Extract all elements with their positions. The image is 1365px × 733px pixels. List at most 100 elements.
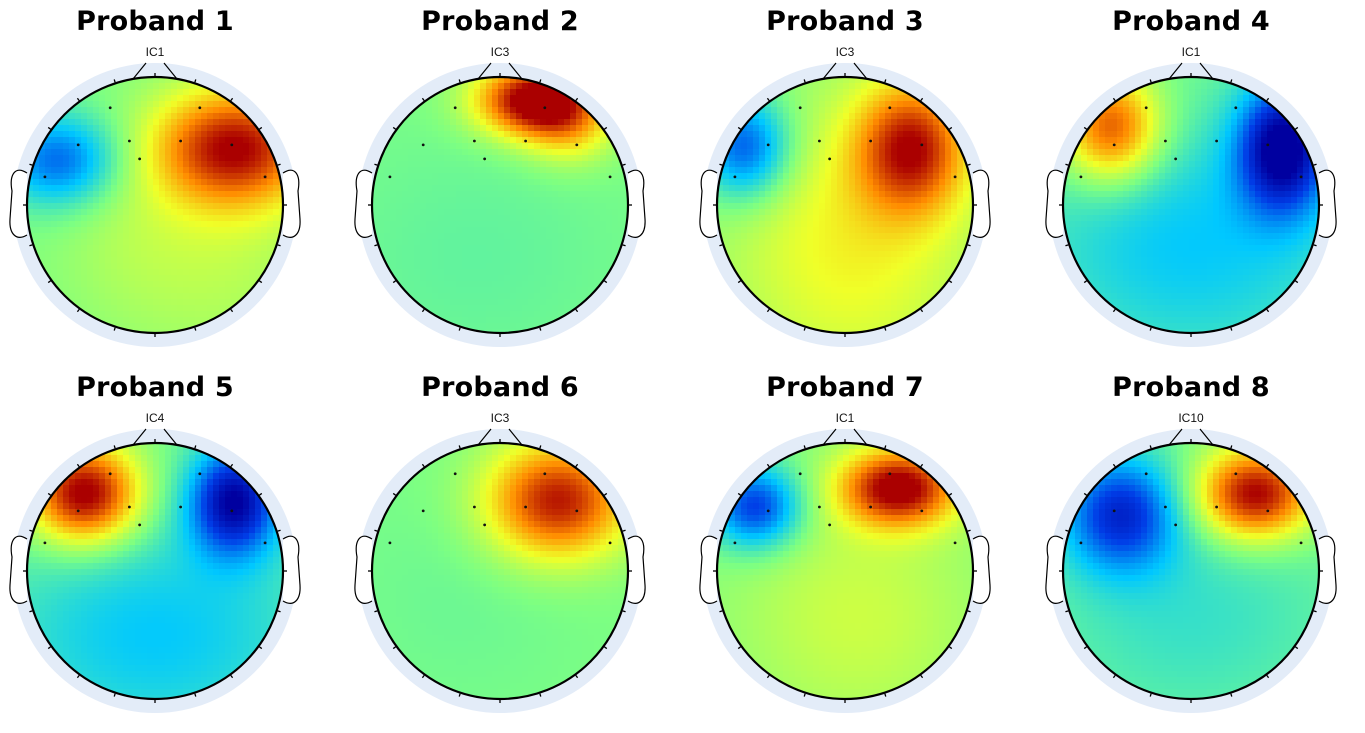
rim-tick (458, 693, 461, 697)
nose (822, 62, 868, 80)
rim-tick (539, 327, 542, 331)
rim-tick (76, 674, 80, 679)
rim-tick (1294, 492, 1299, 496)
panel-title: Proband 1 (76, 6, 234, 37)
electrode-dot (1266, 143, 1270, 147)
rim-tick (258, 126, 263, 130)
rim-tick (1149, 445, 1152, 449)
rim-tick (230, 463, 234, 468)
topoplot-panel-proband-5: Proband 5 IC4 (0, 366, 320, 726)
rim-tick (1112, 97, 1116, 102)
rim-tick (47, 492, 52, 496)
electrode-dot (43, 541, 47, 545)
rim-tick (392, 126, 397, 130)
rim-tick (1313, 163, 1317, 166)
electrode-dot (43, 175, 47, 179)
nose (822, 428, 868, 446)
panel-title: Proband 5 (76, 372, 234, 403)
electrode-dot (953, 175, 957, 179)
rim-tick (29, 610, 33, 613)
electrode-dot (524, 505, 527, 509)
electrode-dot (524, 139, 527, 143)
head-outline (715, 75, 975, 335)
electrode-dot (1079, 541, 1083, 545)
scalp-map (9, 62, 301, 347)
rim-tick (766, 463, 770, 468)
topoplot-panel-proband-4: Proband 4 IC1 (1026, 0, 1356, 360)
rim-tick (766, 308, 770, 313)
rim-tick (948, 646, 953, 650)
electrode-dot (473, 505, 476, 509)
electrode-dot (179, 505, 183, 509)
component-label: IC1 (145, 45, 165, 59)
scalp-map (1045, 62, 1337, 347)
rim-tick (29, 529, 33, 532)
rim-tick (113, 445, 116, 449)
rim-tick (737, 280, 742, 284)
electrode-dot (128, 505, 131, 509)
right-ear (627, 535, 646, 604)
component-label: IC4 (145, 411, 165, 425)
rim-tick (603, 280, 608, 284)
electrode-dot (1164, 505, 1167, 509)
panel-title: Proband 3 (766, 6, 924, 37)
potential-field (27, 77, 283, 333)
rim-tick (575, 674, 579, 679)
rim-tick (1313, 610, 1317, 613)
rim-tick (803, 445, 806, 449)
rim-tick (194, 327, 197, 331)
topoplot-panel-proband-1: Proband 1 IC1 (0, 0, 320, 360)
electrode-dot (1174, 523, 1178, 527)
scalp-map (354, 62, 646, 347)
electrode-dot (953, 541, 957, 545)
electrode-dot (388, 541, 392, 545)
rim-tick (194, 445, 197, 449)
electrode-dot (828, 157, 832, 161)
rim-tick (1294, 126, 1299, 130)
electrode-dot (388, 175, 392, 179)
electrode-dot (76, 509, 80, 513)
electrode-dot (421, 143, 425, 147)
rim-tick (1230, 79, 1233, 83)
rim-tick (113, 327, 116, 331)
rim-tick (967, 163, 971, 166)
rim-tick (884, 327, 887, 331)
rim-tick (76, 97, 80, 102)
rim-tick (374, 610, 378, 613)
left-ear (9, 169, 28, 238)
rim-tick (374, 529, 378, 532)
rim-tick (230, 674, 234, 679)
rim-tick (277, 163, 281, 166)
rim-tick (1230, 693, 1233, 697)
head-outline (1061, 75, 1321, 335)
electrode-dot (766, 509, 770, 513)
rim-tick (737, 492, 742, 496)
topoplot-panel-proband-8: Proband 8 IC10 (1026, 366, 1356, 726)
left-ear (1045, 169, 1064, 238)
component-label: IC3 (835, 45, 855, 59)
rim-tick (458, 79, 461, 83)
rim-tick (603, 126, 608, 130)
rim-tick (622, 163, 626, 166)
rim-tick (1294, 280, 1299, 284)
rim-tick (277, 529, 281, 532)
left-ear (699, 535, 718, 604)
rim-tick (1083, 280, 1088, 284)
electrode-dot (920, 509, 924, 513)
electrode-dot (108, 106, 112, 110)
rim-tick (737, 126, 742, 130)
electrode-dot (818, 139, 821, 143)
rim-tick (884, 693, 887, 697)
electrode-dot (733, 541, 737, 545)
electrode-dot (263, 175, 267, 179)
rim-tick (421, 308, 425, 313)
right-ear (627, 169, 646, 238)
electrode-dot (608, 175, 612, 179)
rim-tick (1313, 529, 1317, 532)
rim-tick (719, 610, 723, 613)
nose (477, 428, 523, 446)
electrode-dot (198, 472, 202, 476)
rim-tick (1266, 308, 1270, 313)
rim-tick (920, 308, 924, 313)
rim-tick (622, 610, 626, 613)
